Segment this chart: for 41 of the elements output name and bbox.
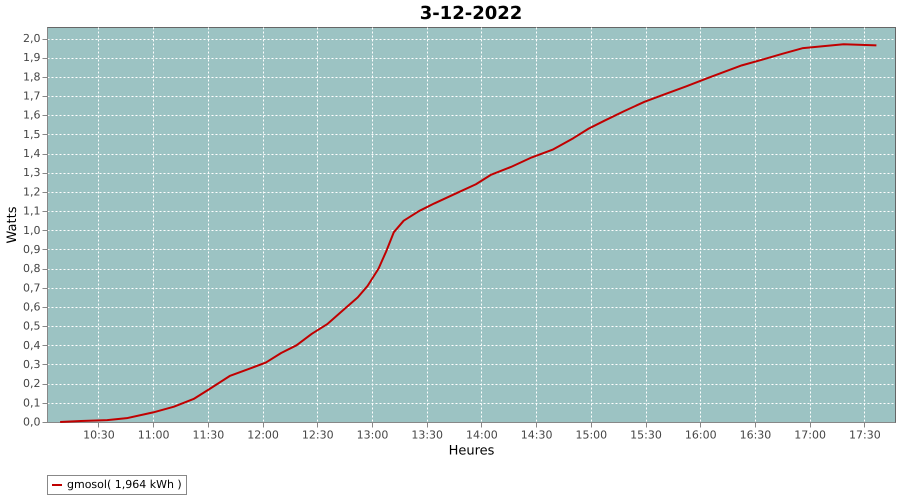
y-tick-label: 0,3 [23,358,40,371]
y-tick-label: 0,1 [23,396,40,410]
x-tick-label: 10:30 [83,428,115,442]
y-tick-label: 0,2 [23,377,40,390]
y-tick-label: 1,3 [23,166,40,180]
legend-label: gmosol( 1,964 kWh ) [67,478,182,491]
x-tick-label: 14:00 [466,428,498,442]
y-tick-label: 0,0 [23,416,40,428]
x-tick-label: 13:30 [411,428,444,442]
y-tick-label: 1,2 [23,185,40,198]
y-tick-label: 1,6 [23,108,40,122]
x-tick-label: 17:00 [794,428,826,442]
x-tick-label: 11:00 [138,428,170,442]
x-tick-label: 17:30 [849,428,881,442]
y-tick-label: 2,0 [23,32,40,46]
y-tick-label: 1,0 [23,224,40,237]
x-tick-label: 16:00 [684,428,717,442]
x-tick-label: 12:30 [302,428,334,442]
y-axis-title: Watts [5,206,20,244]
y-tick-label: 0,8 [23,262,40,276]
y-tick-label: 0,7 [23,281,40,294]
y-tick-label: 0,4 [23,338,40,352]
y-tick-label: 1,9 [23,51,40,64]
x-tick-label: 11:30 [192,428,224,442]
x-tick-label: 14:30 [520,428,552,442]
y-tick-label: 1,8 [23,70,40,84]
x-tick-label: 16:30 [740,428,772,442]
x-axis-title: Heures [448,444,495,458]
y-tick-label: 1,4 [23,147,40,160]
line-series [59,43,878,423]
y-tick-label: 0,6 [23,300,40,314]
x-tick-label: 15:00 [575,428,608,442]
chart-title: 3-12-2022 [420,3,522,24]
y-tick-label: 0,5 [23,320,40,333]
y-tick-label: 0,9 [23,242,40,256]
x-tick-label: 15:30 [630,428,662,442]
y-tick-label: 1,1 [23,204,40,218]
x-tick-label: 12:00 [247,428,279,442]
y-tick-label: 1,7 [23,90,40,103]
y-tick-label: 1,5 [23,128,40,141]
x-tick-label: 13:00 [356,428,388,442]
